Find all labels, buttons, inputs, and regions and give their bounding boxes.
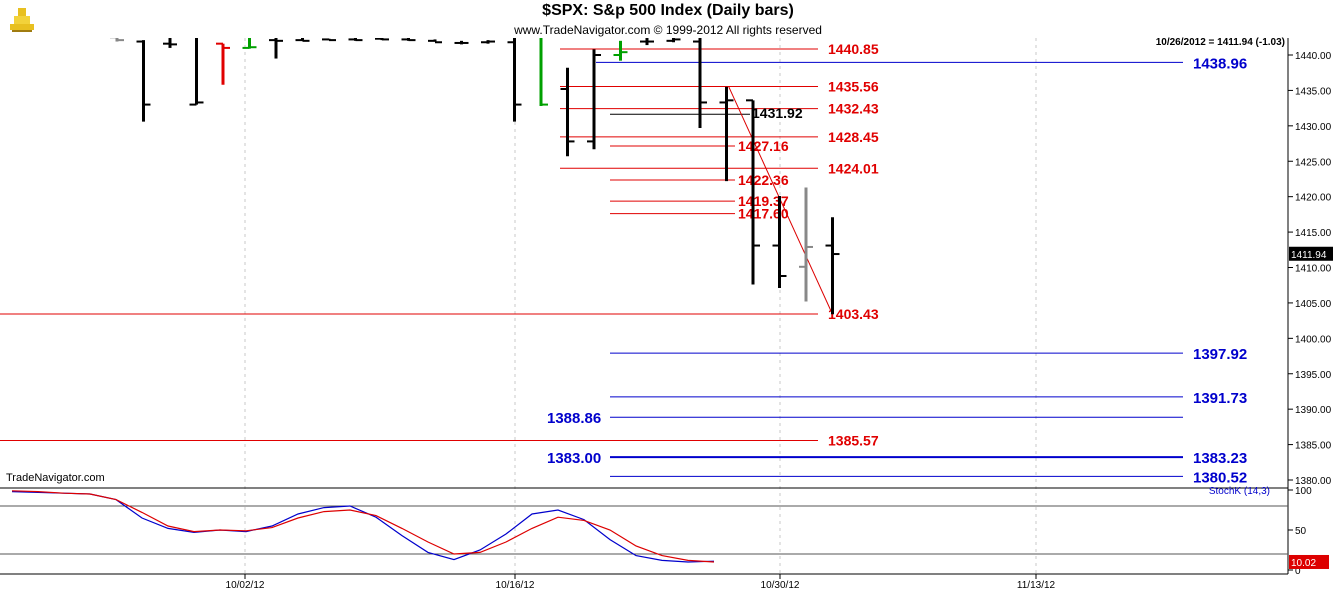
blue-level-label: 1388.86 bbox=[547, 410, 601, 427]
stoch-layer: StochK (14,3) bbox=[0, 486, 1288, 563]
bars-layer bbox=[110, 38, 840, 315]
y-tick-label: 1430.00 bbox=[1295, 122, 1332, 133]
red-level-label: 1428.45 bbox=[828, 129, 879, 145]
black-level-label: 1431.92 bbox=[752, 105, 803, 121]
ohlc-bar bbox=[348, 38, 363, 42]
red-level-label: 1422.36 bbox=[738, 172, 789, 188]
x-tick-label: 10/30/12 bbox=[761, 580, 800, 591]
ohlc-bar bbox=[587, 49, 601, 150]
ohlc-bar bbox=[746, 99, 760, 285]
stoch-series-k bbox=[11, 491, 715, 563]
blue-level-label: 1397.92 bbox=[1193, 346, 1247, 363]
y-tick-label: 1395.00 bbox=[1295, 370, 1332, 381]
stoch-y-tick-label: 100 bbox=[1295, 486, 1312, 497]
chart-subtitle: www.TradeNavigator.com © 1999-2012 All r… bbox=[514, 23, 822, 37]
stoch-y-tick-label: 0 bbox=[1295, 566, 1301, 577]
red-level-label: 1385.57 bbox=[828, 433, 879, 449]
ohlc-bar bbox=[693, 38, 707, 128]
blue-level-label: 1380.52 bbox=[1193, 469, 1247, 486]
ohlc-bar bbox=[322, 38, 336, 42]
y-tick-label: 1440.00 bbox=[1295, 51, 1332, 62]
stoch-series-d bbox=[11, 490, 715, 563]
trade-navigator-logo-icon[interactable] bbox=[8, 4, 36, 34]
stoch-y-tick-label: 50 bbox=[1295, 526, 1307, 537]
ohlc-bar bbox=[454, 40, 469, 45]
axis-layer: 1380.00 1385.00 1390.00 1395.00 1400.00 1405.… bbox=[226, 51, 1333, 591]
y-tick-label: 1400.00 bbox=[1295, 334, 1332, 345]
y-tick-label: 1390.00 bbox=[1295, 405, 1332, 416]
ohlc-bar bbox=[401, 38, 416, 42]
blue-level-label: 1391.73 bbox=[1193, 390, 1247, 407]
ohlc-bar bbox=[825, 217, 840, 315]
ohlc-bar bbox=[216, 42, 230, 85]
last-quote-text: 10/26/2012 = 1411.94 (-1.03) bbox=[1156, 37, 1285, 48]
blue-level-label: 1438.96 bbox=[1193, 55, 1247, 72]
last-price-label: 1411.94 bbox=[1291, 250, 1327, 261]
ohlc-bar bbox=[640, 38, 654, 46]
ohlc-bar bbox=[163, 38, 177, 48]
y-tick-label: 1425.00 bbox=[1295, 157, 1332, 168]
red-level-label: 1424.01 bbox=[828, 160, 879, 176]
red-level-label: 1432.43 bbox=[828, 101, 879, 117]
ohlc-bar bbox=[666, 38, 681, 43]
plot-background bbox=[0, 38, 1288, 574]
y-tick-label: 1415.00 bbox=[1295, 228, 1332, 239]
red-level-label: 1417.60 bbox=[738, 206, 789, 222]
red-level-label: 1403.43 bbox=[828, 306, 879, 322]
stoch-last-label: 10.02 bbox=[1291, 558, 1316, 569]
red-level-label: 1419.37 bbox=[738, 193, 789, 209]
stoch-name-label: StochK (14,3) bbox=[1209, 486, 1270, 497]
red-level-label: 1427.16 bbox=[738, 138, 789, 154]
ohlc-bar bbox=[613, 40, 628, 61]
y-tick-label: 1380.00 bbox=[1295, 476, 1332, 487]
x-tick-label: 10/02/12 bbox=[226, 580, 265, 591]
chart-title: $SPX: S&p 500 Index (Daily bars) bbox=[542, 2, 794, 19]
red-level-label: 1435.56 bbox=[828, 78, 879, 94]
last-price-tag bbox=[1289, 246, 1333, 261]
blue-level-label: 1383.23 bbox=[1193, 450, 1247, 467]
ohlc-bar bbox=[189, 38, 204, 106]
stoch-last-tag bbox=[1289, 554, 1329, 569]
blue-level-label: 1383.00 bbox=[547, 450, 601, 467]
y-tick-label: 1410.00 bbox=[1295, 264, 1332, 275]
ohlc-bar bbox=[507, 38, 522, 122]
watermark-text: TradeNavigator.com bbox=[6, 472, 105, 484]
ohlc-bar bbox=[110, 38, 124, 42]
ohlc-bar bbox=[799, 187, 813, 302]
y-tick-label: 1385.00 bbox=[1295, 441, 1332, 452]
y-tick-label: 1405.00 bbox=[1295, 299, 1332, 310]
red-level-label: 1440.85 bbox=[828, 41, 879, 57]
ohlc-bar bbox=[295, 38, 310, 42]
ohlc-bar bbox=[560, 67, 575, 157]
levels-layer: 1440.85 1435.56 1432.43 1428.45 1427.16 1424.… bbox=[0, 41, 1247, 486]
ohlc-bar bbox=[539, 38, 548, 106]
ohlc-bar bbox=[136, 40, 151, 122]
ohlc-bar bbox=[481, 40, 495, 44]
grid-layer bbox=[0, 38, 1289, 575]
ohlc-bar bbox=[428, 39, 442, 44]
y-tick-label: 1435.00 bbox=[1295, 86, 1332, 97]
ohlc-bar bbox=[772, 195, 787, 289]
ohlc-bar bbox=[269, 38, 283, 59]
x-tick-label: 10/16/12 bbox=[496, 580, 535, 591]
ohlc-bar bbox=[719, 86, 734, 182]
ohlc-bar bbox=[242, 38, 257, 49]
x-tick-label: 11/13/12 bbox=[1017, 580, 1056, 591]
y-tick-label: 1420.00 bbox=[1295, 193, 1332, 204]
ohlc-bar bbox=[375, 38, 389, 41]
